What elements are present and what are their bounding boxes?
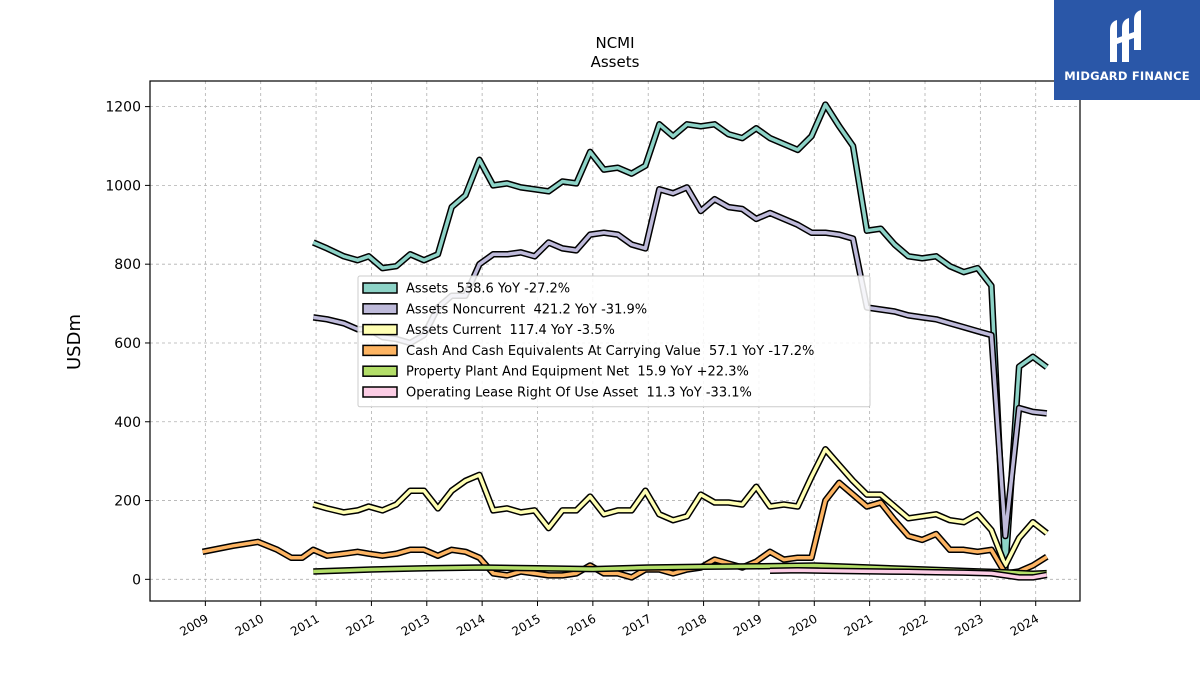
legend-label: Property Plant And Equipment Net 15.9 Yo…	[406, 365, 749, 380]
y-axis-label: USDm	[64, 314, 85, 370]
legend-swatch	[362, 323, 398, 336]
y-tick-label: 200	[114, 494, 141, 510]
series-line-stroke	[769, 568, 1048, 580]
series-line-stroke	[202, 481, 1048, 580]
x-tick-label: 2016	[565, 611, 598, 638]
chart-subtitle: Assets	[591, 53, 640, 71]
x-tick-label: 2023	[952, 611, 985, 638]
x-tick-label: 2014	[454, 611, 487, 638]
x-tick-label: 2022	[897, 611, 930, 638]
legend: Assets 538.6 YoY -27.2% Assets Noncurrent…	[357, 275, 871, 408]
legend-swatch	[362, 282, 398, 294]
series-line-5	[769, 567, 1048, 581]
axes-frame	[149, 80, 1081, 602]
series-line-stroke	[312, 447, 1048, 568]
legend-label: Assets Current 117.4 YoY -3.5%	[406, 323, 615, 338]
legend-box	[357, 275, 871, 408]
series-line-2	[312, 446, 1049, 569]
series-line-0	[312, 101, 1049, 573]
legend-swatch	[362, 344, 398, 357]
x-tick-label: 2018	[676, 611, 709, 638]
legend-item: Assets Noncurrent 421.2 YoY -31.9%	[362, 302, 647, 317]
legend-item: Property Plant And Equipment Net 15.9 Yo…	[362, 365, 749, 380]
y-tick-label: 1200	[105, 100, 141, 116]
x-tick-label: 2015	[510, 611, 543, 638]
brand-logo: MIDGARD FINANCE	[1054, 0, 1200, 100]
series-line-stroke	[312, 102, 1048, 572]
y-ticks: 0 200 400 600 800 1000 1200	[105, 100, 150, 588]
legend-item: Assets 538.6 YoY -27.2%	[362, 282, 570, 297]
series-line-stroke	[313, 563, 1047, 576]
legend-label: Cash And Cash Equivalents At Carrying Va…	[406, 344, 814, 359]
legend-item: Assets Current 117.4 YoY -3.5%	[362, 323, 615, 338]
x-tick-label: 2009	[177, 611, 210, 638]
x-tick-label: 2021	[842, 611, 875, 638]
x-tick-label: 2010	[233, 611, 266, 638]
series-line-outline	[201, 479, 1049, 581]
x-tick-label: 2011	[288, 611, 321, 638]
x-tick-label: 2024	[1008, 611, 1041, 638]
series-line-3	[201, 479, 1049, 581]
legend-label: Operating Lease Right Of Use Asset 11.3 …	[406, 386, 752, 401]
x-tick-label: 2019	[731, 611, 764, 638]
series-line-4	[313, 562, 1047, 578]
x-tick-label: 2013	[399, 611, 432, 638]
y-tick-label: 800	[114, 257, 141, 273]
legend-label: Assets Noncurrent 421.2 YoY -31.9%	[406, 302, 647, 317]
x-ticks: 2009 2010 2011 2012 2013 2014 2015 2016 2017 2018…	[177, 601, 1041, 639]
x-tick-label: 2012	[343, 611, 376, 638]
legend-swatch	[362, 303, 398, 315]
logo-mark-icon	[1110, 10, 1141, 62]
legend-item: Cash And Cash Equivalents At Carrying Va…	[362, 344, 814, 359]
y-tick-label: 0	[132, 572, 141, 588]
brand-name: MIDGARD FINANCE	[1064, 69, 1190, 83]
x-tick-label: 2017	[620, 611, 653, 638]
legend-label: Assets 538.6 YoY -27.2%	[406, 282, 570, 297]
y-tick-label: 400	[114, 415, 141, 431]
legend-swatch	[362, 365, 398, 377]
legend-swatch	[362, 386, 398, 398]
legend-item: Operating Lease Right Of Use Asset 11.3 …	[362, 386, 752, 401]
chart-title: NCMI	[595, 34, 634, 52]
y-tick-label: 600	[114, 336, 141, 352]
y-tick-label: 1000	[105, 178, 141, 194]
x-tick-label: 2020	[786, 611, 819, 638]
